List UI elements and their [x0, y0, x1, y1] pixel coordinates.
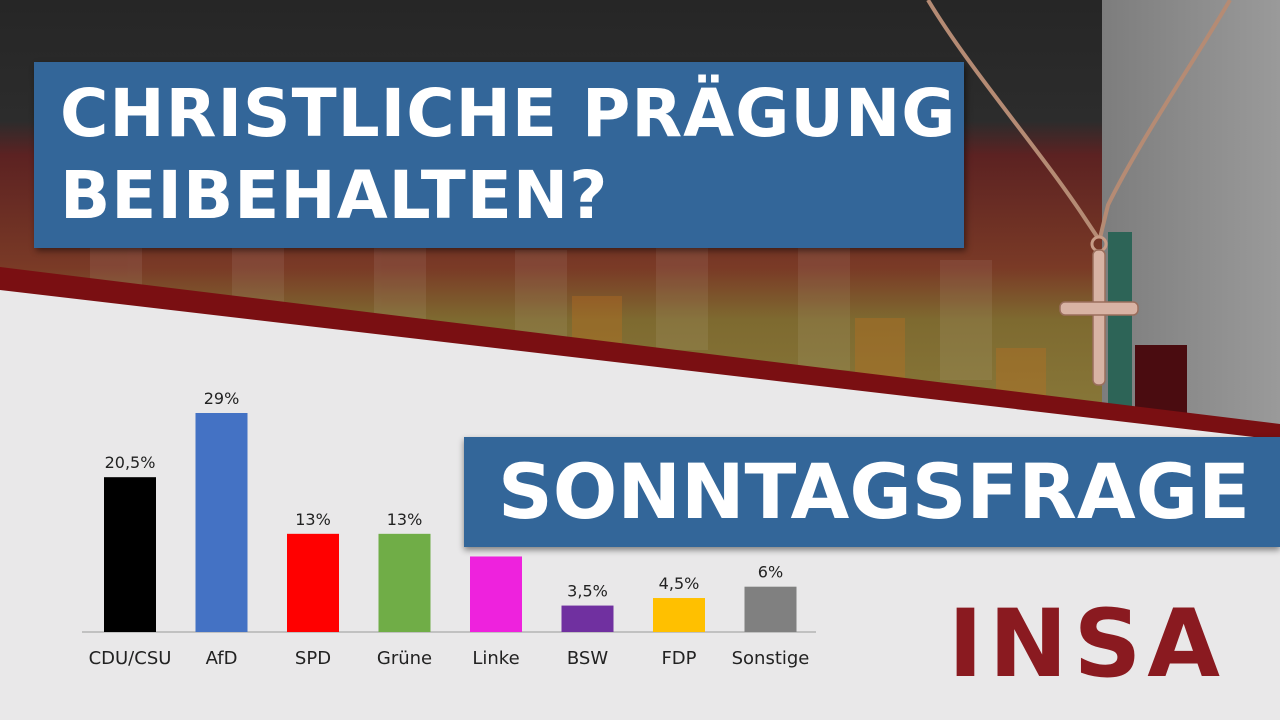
bar-afd — [195, 413, 248, 632]
value-label: 6% — [758, 563, 783, 582]
headline-line-2: BEIBEHALTEN? — [60, 157, 609, 234]
bar-linke — [470, 556, 522, 632]
insa-logo: INSA — [947, 590, 1227, 699]
category-label: Grüne — [377, 648, 432, 669]
value-label: 29% — [204, 389, 240, 408]
bar-spd — [287, 533, 339, 632]
headline-banner: CHRISTLICHE PRÄGUNG BEIBEHALTEN? — [34, 62, 964, 248]
value-label: 13% — [387, 510, 423, 529]
category-label: BSW — [567, 648, 608, 669]
category-label: Linke — [472, 648, 519, 669]
category-label: CDU/CSU — [89, 648, 172, 669]
value-label: 3,5% — [567, 582, 608, 601]
survey-label: SONNTAGSFRAGE — [498, 447, 1250, 536]
bar-bsw — [561, 605, 614, 632]
category-label: Sonstige — [732, 648, 810, 669]
category-label: AfD — [206, 648, 238, 669]
bar-sonstige — [744, 586, 797, 632]
headline-line-1: CHRISTLICHE PRÄGUNG — [60, 75, 957, 152]
category-label: SPD — [295, 648, 331, 669]
diagonal-stripe — [0, 267, 1280, 440]
category-label: FDP — [661, 648, 696, 669]
value-label: 13% — [295, 510, 331, 529]
survey-banner: SONNTAGSFRAGE — [464, 437, 1280, 547]
bar-gr-ne — [378, 533, 431, 632]
bar-fdp — [653, 598, 705, 632]
value-label: 20,5% — [105, 453, 156, 472]
necklace-cross-picture — [926, 0, 1232, 386]
value-label: 4,5% — [659, 574, 700, 593]
bar-cdu-csu — [104, 477, 156, 632]
